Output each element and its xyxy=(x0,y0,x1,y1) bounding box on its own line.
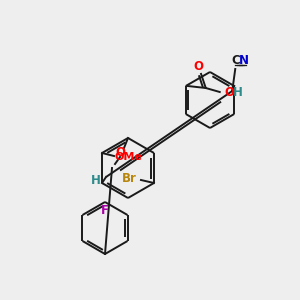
Text: H: H xyxy=(233,85,243,98)
Text: N: N xyxy=(239,55,249,68)
Text: OMe: OMe xyxy=(114,152,142,162)
Text: F: F xyxy=(101,203,109,217)
Text: Br: Br xyxy=(122,172,136,184)
Text: O: O xyxy=(225,85,235,98)
Text: H: H xyxy=(91,173,101,187)
Text: O: O xyxy=(194,61,204,74)
Text: O: O xyxy=(115,146,125,158)
Text: C: C xyxy=(232,55,241,68)
